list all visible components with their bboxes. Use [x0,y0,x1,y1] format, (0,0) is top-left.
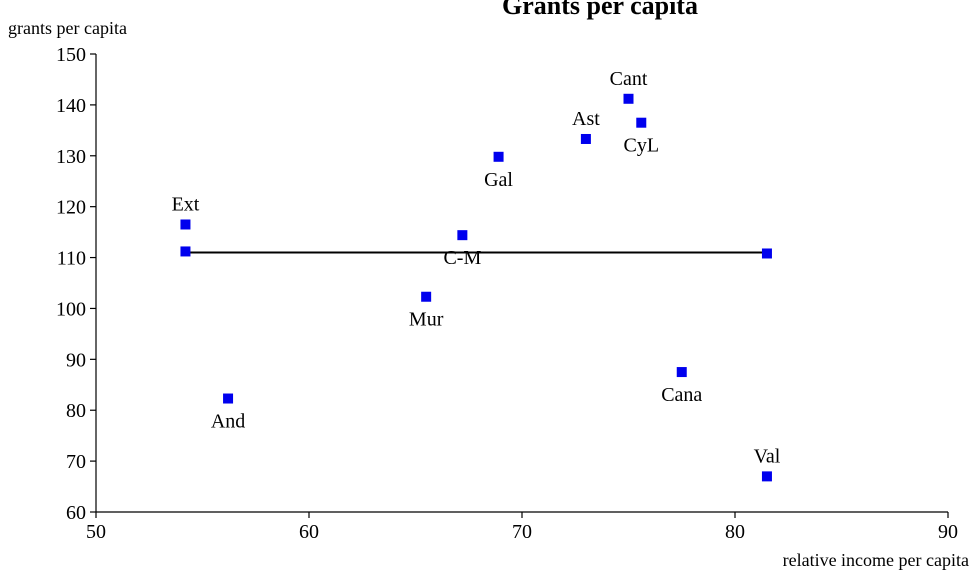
data-points: Ext And Mur C-M Gal Ast Cant CyL Cana Val [172,68,781,482]
data-point [223,393,234,404]
data-point [493,151,504,162]
point-label: Val [754,445,781,467]
x-tick-label: 50 [86,521,106,543]
point-label: Cant [610,68,648,90]
point-label: Mur [409,309,444,331]
point-label: And [211,411,245,433]
point-label: Gal [484,169,513,191]
data-point [421,291,432,302]
x-axis-title: relative income per capita [783,550,969,570]
data-point [761,471,772,482]
data-point [623,93,634,104]
point-label: Ext [172,193,200,215]
y-tick-label: 110 [57,248,86,270]
point-label: Ast [572,108,600,130]
y-tick-label: 80 [66,400,86,422]
point-label: Cana [661,384,702,406]
y-tick-label: 100 [56,298,86,320]
y-tick-label: 150 [56,44,86,66]
data-point [676,367,687,378]
data-point [180,246,191,257]
data-point [636,117,647,128]
x-tick-label: 80 [725,521,745,543]
y-axis-ticks: 60 70 80 90 100 110 120 130 140 150 [56,44,96,524]
point-label: C-M [443,247,481,269]
y-tick-label: 70 [66,451,86,473]
data-point [761,248,772,259]
y-tick-label: 140 [56,95,86,117]
x-tick-label: 70 [512,521,532,543]
y-tick-label: 130 [56,146,86,168]
y-tick-label: 120 [56,197,86,219]
y-axis-title: grants per capita [8,18,127,38]
x-axis-ticks: 50 60 70 80 90 [86,512,958,543]
data-point [457,230,468,241]
point-label: CyL [623,135,659,157]
chart-title: Grants per capita [502,0,698,20]
x-tick-label: 90 [938,521,958,543]
data-point [180,219,191,230]
y-tick-label: 60 [66,502,86,524]
y-tick-label: 90 [66,349,86,371]
x-tick-label: 60 [299,521,319,543]
data-point [580,133,591,144]
